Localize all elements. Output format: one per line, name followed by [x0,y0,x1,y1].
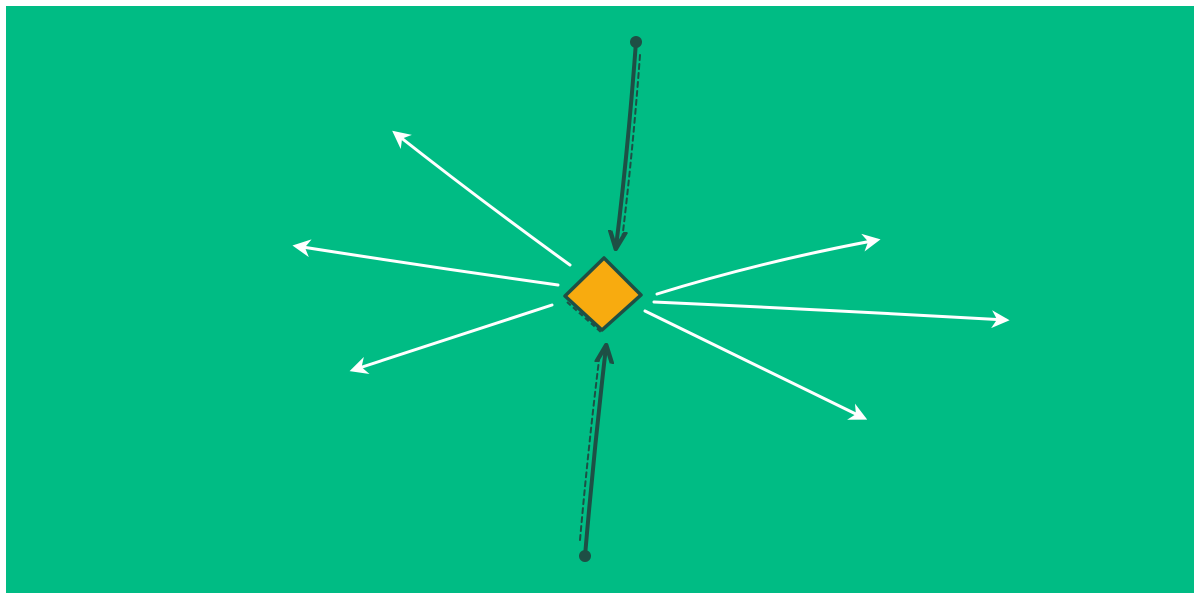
incoming-arrow-bottom [583,347,606,558]
incoming-arrow-bottom-start-dot [579,550,591,562]
outgoing-arrow-left [292,239,560,287]
center-node-diamond [563,256,643,332]
outgoing-arrow-upper-left [392,130,572,267]
outgoing-arrow-lower-left [349,303,554,375]
incoming-arrows [579,36,642,562]
center-node [563,256,643,334]
outgoing-arrow-lower-right [643,309,868,420]
incoming-arrow-top-sketch [621,54,641,241]
outgoing-arrow-right [652,300,1010,329]
outgoing-arrows [292,130,1010,420]
incoming-arrow-top-start-dot [630,36,642,48]
incoming-arrow-top [616,40,638,247]
outgoing-arrow-upper-right [655,233,881,296]
incoming-arrow-bottom-sketch [579,359,600,541]
